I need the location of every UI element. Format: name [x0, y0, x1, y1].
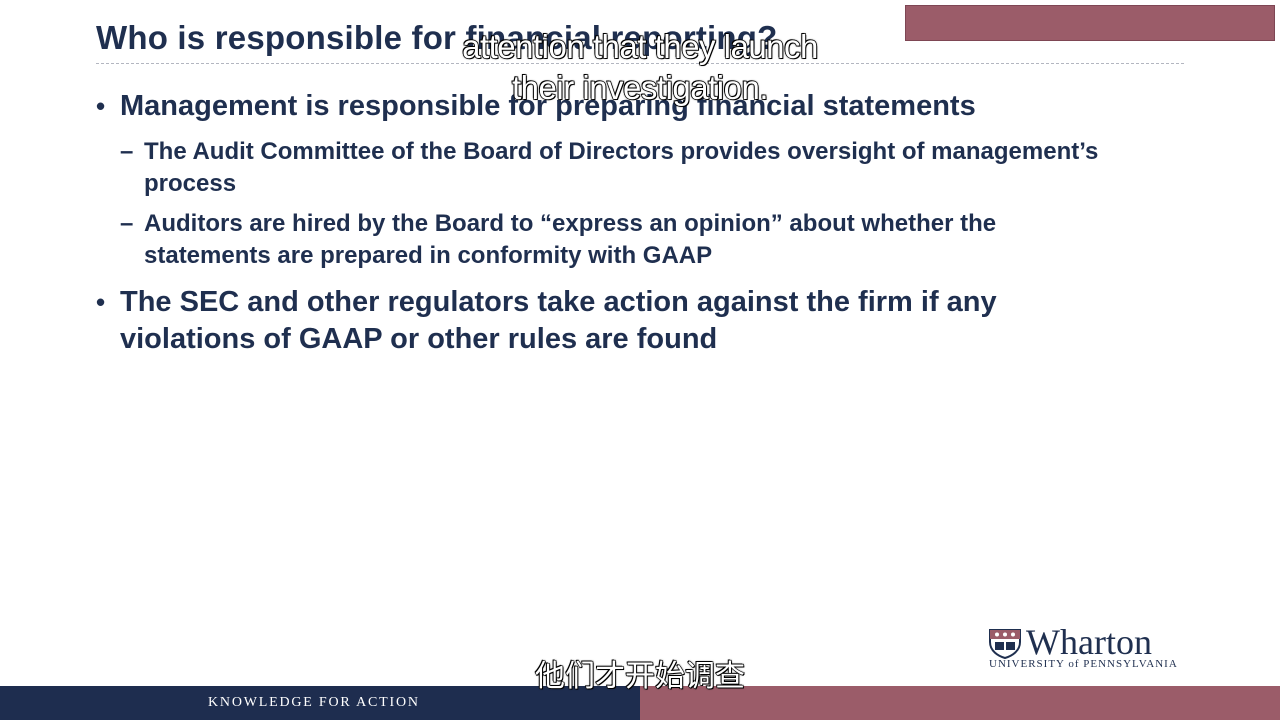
logo-wordmark: Wharton	[1026, 622, 1152, 662]
dash-glyph: –	[120, 210, 134, 237]
caption-line: their investigation.	[511, 68, 769, 107]
caption-line: attention that they launch	[461, 27, 819, 66]
slide-title: Who is responsible for financial reporti…	[96, 19, 778, 56]
title-divider	[96, 63, 1184, 64]
footer-tagline: KNOWLEDGE FOR ACTION	[208, 695, 420, 710]
bullet-glyph: •	[96, 91, 106, 121]
bullet-item: • Management is responsible for preparin…	[96, 88, 1106, 125]
sub-bullet-item: – The Audit Committee of the Board of Di…	[96, 136, 1106, 200]
top-accent-bar	[905, 5, 1275, 41]
dash-glyph: –	[120, 138, 134, 165]
bullet-glyph: •	[96, 287, 106, 317]
subtitle-caption-english: attention that they launch their investi…	[330, 26, 950, 108]
sub-bullet-item: – Auditors are hired by the Board to “ex…	[96, 208, 1106, 272]
bullet-text: The SEC and other regulators take action…	[120, 286, 997, 355]
sub-bullet-text: The Audit Committee of the Board of Dire…	[144, 138, 1099, 197]
penn-shield-icon	[989, 629, 1021, 659]
slide-body: • Management is responsible for preparin…	[96, 88, 1106, 358]
subtitle-caption-chinese: 他们才开始调查	[534, 658, 745, 694]
bullet-text: Management is responsible for preparing …	[120, 90, 976, 122]
bullet-item: • The SEC and other regulators take acti…	[96, 284, 1106, 358]
logo-subline: UNIVERSITY of PENNSYLVANIA	[989, 658, 1178, 670]
wharton-logo: Wharton UNIVERSITY of PENNSYLVANIA	[988, 622, 1193, 672]
footer-bar-navy: KNOWLEDGE FOR ACTION	[0, 686, 640, 720]
footer-bar-accent	[640, 686, 1280, 720]
sub-bullet-text: Auditors are hired by the Board to “expr…	[144, 210, 997, 269]
